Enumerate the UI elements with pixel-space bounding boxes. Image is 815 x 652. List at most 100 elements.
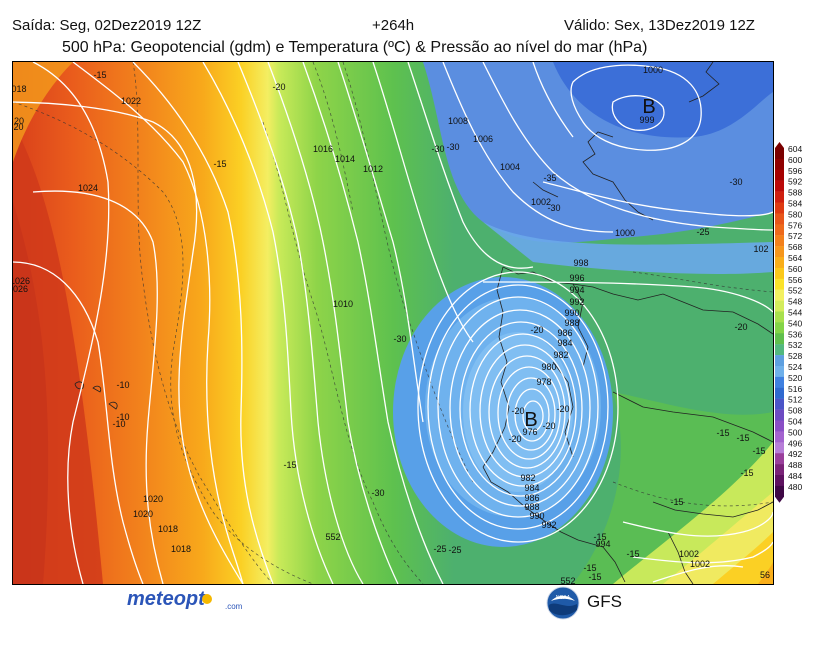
- isobar-label: 1018: [158, 524, 178, 534]
- colorbar-label: 544: [788, 308, 802, 318]
- logo-domain: .com: [225, 602, 243, 611]
- isotherm-label: -15: [213, 159, 226, 169]
- colorbar-swatch: [775, 387, 784, 399]
- colorbar-swatch: [775, 485, 784, 497]
- isobar-label: 998: [573, 258, 588, 268]
- isobar-label: 1002: [679, 549, 699, 559]
- isobar-label: 999: [639, 115, 654, 125]
- colorbar-label: 512: [788, 395, 802, 405]
- low-pressure-marker: B: [642, 96, 655, 118]
- isobar-label: 978: [536, 377, 551, 387]
- model-label: GFS: [587, 592, 622, 611]
- isobar-label: 996: [569, 273, 584, 283]
- isotherm-label: -30: [371, 488, 384, 498]
- colorbar-swatch: [775, 224, 784, 236]
- isobar-label: 986: [524, 493, 539, 503]
- isotherm-label: -15: [752, 446, 765, 456]
- colorbar-label: 536: [788, 329, 802, 339]
- colorbar-label: 504: [788, 417, 802, 427]
- colorbar-swatch: [775, 464, 784, 476]
- colorbar-label: 596: [788, 166, 802, 176]
- weather-map[interactable]: 1022 1024 1026 1020 1018 1016 1014 1012 …: [12, 61, 774, 585]
- colorbar-swatch: [775, 246, 784, 258]
- isotherm-label: -15: [93, 70, 106, 80]
- colorbar: 604 600 596 592 588 584 580 576 572 568 564 560 556 5…: [773, 142, 815, 513]
- isotherm-label: -10: [116, 412, 129, 422]
- label: 1026: [13, 276, 30, 286]
- colorbar-swatch: [775, 475, 784, 487]
- colorbar-swatch: [775, 158, 784, 170]
- colorbar-swatch: [775, 431, 784, 443]
- forecast-hour: +264h: [372, 17, 415, 34]
- colorbar-label: 564: [788, 253, 802, 263]
- colorbar-swatch: [775, 420, 784, 432]
- colorbar-swatch: [775, 453, 784, 465]
- isobar-label: 1022: [121, 96, 141, 106]
- isobar-label: 980: [541, 362, 556, 372]
- isobar-label: 986: [557, 328, 572, 338]
- valid-time: Válido: Sex, 13Dez2019 12Z: [564, 17, 755, 34]
- label: 102: [753, 244, 768, 254]
- isobar-label: 1016: [313, 144, 333, 154]
- isotherm-label: -35: [543, 173, 556, 183]
- isobar-label: 994: [595, 539, 610, 549]
- isotherm-label: -20: [734, 322, 747, 332]
- colorbar-label: 508: [788, 406, 802, 416]
- isobar-label: 1014: [335, 154, 355, 164]
- colorbar-label: 528: [788, 351, 802, 361]
- isotherm-label: -15: [588, 572, 601, 582]
- isobar-label: 1002: [690, 559, 710, 569]
- isobar-label: 992: [569, 297, 584, 307]
- isotherm-label: -30: [393, 334, 406, 344]
- isobar-label: 994: [569, 285, 584, 295]
- isobar-label: 1000: [643, 65, 663, 75]
- isobar-label: 1018: [171, 544, 191, 554]
- colorbar-label: 524: [788, 362, 802, 372]
- label: 018: [13, 84, 27, 94]
- colorbar-swatch: [775, 267, 784, 279]
- colorbar-label: 532: [788, 340, 802, 350]
- colorbar-label: 556: [788, 275, 802, 285]
- isobar-label: 982: [520, 473, 535, 483]
- isobar-label: 984: [524, 483, 539, 493]
- colorbar-swatch: [775, 322, 784, 334]
- colorbar-swatch: [775, 213, 784, 225]
- colorbar-label: 480: [788, 482, 802, 492]
- geopotential-label: 552: [325, 532, 340, 542]
- isobar-label: 992: [541, 520, 556, 530]
- colorbar-label: 604: [788, 144, 802, 154]
- colorbar-label: 516: [788, 384, 802, 394]
- colorbar-swatch: [775, 278, 784, 290]
- isobar-label: 988: [564, 318, 579, 328]
- colorbar-label: 568: [788, 242, 802, 252]
- isotherm-label: -25: [448, 545, 461, 555]
- logo-text: meteopt: [127, 588, 206, 610]
- isotherm-label: -15: [593, 532, 606, 542]
- noaa-logo: NOAA: [546, 586, 580, 625]
- isobar-label: 1020: [143, 494, 163, 504]
- isobar-label: 976: [522, 427, 537, 437]
- colorbar-swatch: [775, 398, 784, 410]
- isotherm-label: -20: [508, 434, 521, 444]
- colorbar-label: 492: [788, 449, 802, 459]
- isobar-label: 984: [557, 338, 572, 348]
- colorbar-label: 520: [788, 373, 802, 383]
- colorbar-arrow-top: [775, 142, 784, 148]
- isobar-label: 1010: [333, 299, 353, 309]
- colorbar-label: 552: [788, 286, 802, 296]
- colorbar-swatch: [775, 311, 784, 323]
- isobar-label: 990: [564, 308, 579, 318]
- meteopt-logo: meteopt .com: [127, 588, 277, 623]
- colorbar-label: 540: [788, 318, 802, 328]
- run-time: Saída: Seg, 02Dez2019 12Z: [12, 17, 202, 34]
- isobar-label: 1004: [500, 162, 520, 172]
- isobar-label: 1024: [78, 183, 98, 193]
- colorbar-label: 548: [788, 297, 802, 307]
- colorbar-swatch: [775, 202, 784, 214]
- isotherm-label: -15: [670, 497, 683, 507]
- isotherm-label: -20: [556, 404, 569, 414]
- colorbar-arrow-bottom: [775, 496, 784, 503]
- colorbar-swatch: [775, 409, 784, 421]
- label: 20: [14, 116, 24, 126]
- colorbar-swatch: [775, 257, 784, 269]
